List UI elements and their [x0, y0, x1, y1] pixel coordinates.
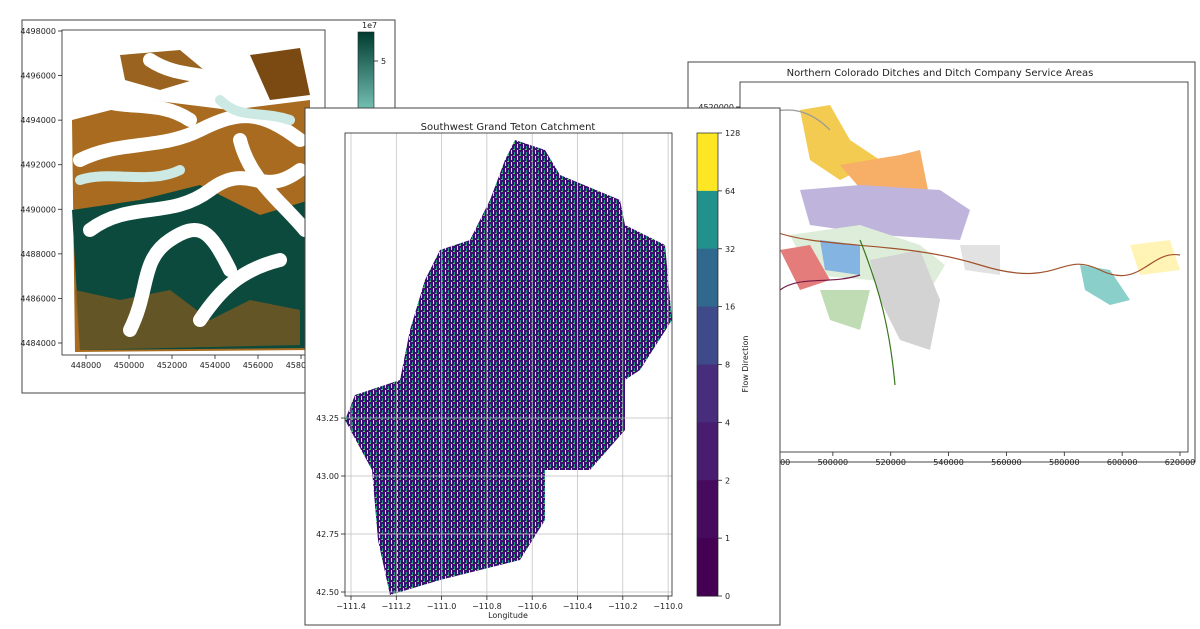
x-tick-label: 540000: [933, 458, 964, 467]
y-tick-label: 4486000: [20, 294, 56, 303]
x-tick-label: 452000: [157, 361, 188, 370]
elevation-panel: 1e7 4498000 4496000 4494000 4492000 4490000 4…: [20, 19, 396, 394]
y-tick-label: 4488000: [20, 250, 56, 259]
colorbar-segment: [697, 133, 718, 192]
colorbar-tick-label: 5: [381, 57, 386, 66]
x-tick-label: 560000: [991, 458, 1022, 467]
colorbar-tick-label: 128: [725, 129, 740, 138]
x-tick-label: 456000: [243, 361, 274, 370]
colorbar-label: Flow Direction: [741, 336, 750, 393]
x-tick-label: 520000: [875, 458, 906, 467]
colorbar-segment: [697, 364, 718, 423]
x-tick-label: 620000: [1165, 458, 1196, 467]
catchment-panel: Southwest Grand Teton Catchment 43.25 43.…: [304, 107, 781, 626]
y-tick-label: 4496000: [20, 72, 56, 81]
x-tick-label: −110.0: [653, 602, 683, 611]
x-tick-label: 458000: [286, 361, 317, 370]
colorbar-segment: [697, 480, 718, 539]
colorbar-tick-label: 64: [725, 187, 735, 196]
y-tick-label: 4498000: [20, 27, 56, 36]
x-tick-label: −111.0: [427, 602, 457, 611]
colorbar-tick-label: 32: [725, 245, 735, 254]
x-tick-label: −110.2: [608, 602, 638, 611]
x-tick-label: 448000: [71, 361, 102, 370]
colorbar-segment: [697, 538, 718, 597]
panel-title: Southwest Grand Teton Catchment: [421, 122, 596, 133]
x-axis-label: Longitude: [488, 611, 528, 620]
colorbar-tick-label: 0: [725, 592, 730, 601]
colorbar-tick-label: 4: [725, 418, 730, 427]
y-tick-label: 4492000: [20, 161, 56, 170]
flow-direction-raster: [345, 140, 672, 595]
colorbar: 128 64 32 16 8 4 2 1 0: [696, 129, 740, 601]
colorbar-tick-label: 1: [725, 534, 730, 543]
y-tick-label: 42.50: [316, 588, 339, 597]
x-tick-label: −111.2: [381, 602, 411, 611]
plot-frame: [344, 132, 673, 597]
panel-title: Northern Colorado Ditches and Ditch Comp…: [787, 68, 1094, 79]
y-tick-label: 4484000: [20, 339, 56, 348]
x-tick-label: −110.6: [517, 602, 547, 611]
colorbar-tick-label: 16: [725, 303, 735, 312]
x-tick-label: 580000: [1049, 458, 1080, 467]
x-tick-label: −110.4: [563, 602, 593, 611]
colorbar-segment: [697, 190, 718, 250]
x-tick-label: −110.8: [472, 602, 502, 611]
y-tick-label: 43.00: [316, 472, 339, 481]
x-tick-label: 600000: [1107, 458, 1138, 467]
colorbar-segment: [697, 306, 718, 365]
y-tick-label: 4490000: [20, 205, 56, 214]
x-tick-label: 450000: [114, 361, 145, 370]
y-tick-label: 4494000: [20, 116, 56, 125]
colorbar-tick-label: 2: [725, 476, 730, 485]
x-tick-label: 500000: [818, 458, 849, 467]
elevation-raster: [62, 30, 325, 355]
y-tick-label: 43.25: [316, 414, 339, 423]
y-tick-label: 42.75: [316, 530, 339, 539]
x-tick-label: −111.4: [336, 602, 366, 611]
colorbar-segment: [697, 248, 718, 308]
colorbar-tick-label: 8: [725, 361, 730, 370]
x-tick-label: 454000: [200, 361, 231, 370]
colorbar-segment: [697, 422, 718, 481]
colorbar-exponent: 1e7: [362, 21, 377, 30]
